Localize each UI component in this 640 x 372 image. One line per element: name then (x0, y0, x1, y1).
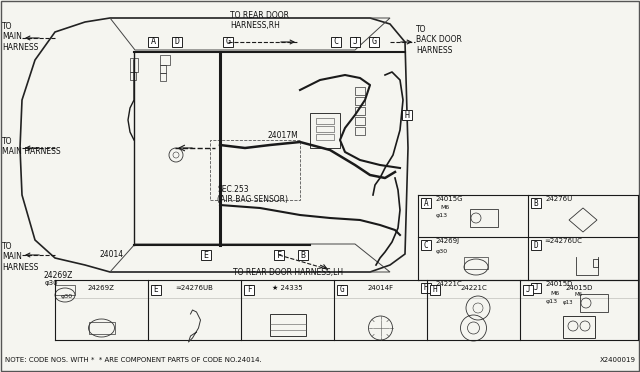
Text: D: D (175, 38, 179, 46)
Text: J: J (353, 38, 358, 46)
Text: H: H (424, 283, 428, 292)
Text: 24221C: 24221C (436, 281, 463, 287)
Bar (430, 285, 440, 295)
Bar (531, 198, 541, 208)
Text: E: E (204, 250, 209, 260)
Bar (244, 285, 254, 295)
Bar (310, 113, 340, 148)
Text: F: F (276, 250, 282, 260)
Bar (531, 283, 541, 293)
Bar (148, 37, 158, 47)
Bar (88, 322, 115, 334)
Text: ≂24276UC: ≂24276UC (544, 238, 582, 244)
Bar (421, 283, 431, 293)
Text: 24014: 24014 (100, 250, 124, 259)
Text: 24014F: 24014F (367, 285, 394, 291)
Bar (355, 127, 365, 135)
Bar (355, 107, 365, 115)
Text: M6: M6 (550, 291, 559, 296)
Text: C: C (333, 38, 339, 46)
Text: G: G (340, 285, 344, 295)
Bar (531, 240, 541, 250)
Text: D: D (534, 241, 538, 250)
Text: 24015D: 24015D (565, 285, 593, 291)
Text: 24015G: 24015G (436, 196, 463, 202)
Bar (337, 285, 347, 295)
Bar (350, 37, 360, 47)
Text: B: B (301, 250, 305, 260)
Text: M6: M6 (440, 205, 449, 210)
Text: TO
MAIN HARNESS: TO MAIN HARNESS (2, 137, 61, 156)
Bar (274, 250, 284, 260)
Text: M6: M6 (575, 292, 583, 297)
Bar (580, 294, 608, 312)
Text: 24269Z: 24269Z (88, 285, 115, 291)
Text: H: H (404, 110, 410, 119)
Bar (316, 134, 334, 140)
Text: H: H (433, 285, 437, 295)
Bar (130, 58, 138, 72)
Text: φ13: φ13 (436, 213, 448, 218)
Text: B: B (534, 199, 538, 208)
Bar (316, 126, 334, 132)
Text: φ13: φ13 (546, 299, 558, 304)
Bar (151, 285, 161, 295)
Text: 24269Z: 24269Z (44, 271, 73, 280)
Text: TO
BACK DOOR
HARNESS: TO BACK DOOR HARNESS (416, 25, 462, 55)
Bar (210, 140, 300, 200)
Text: φ30: φ30 (61, 294, 73, 299)
Text: J: J (525, 285, 531, 295)
Text: E: E (154, 285, 158, 295)
Text: J: J (534, 283, 538, 292)
Bar (369, 37, 379, 47)
Bar (55, 285, 75, 295)
Text: ★ 24335: ★ 24335 (272, 285, 303, 291)
Bar (160, 73, 166, 81)
Text: A: A (424, 199, 428, 208)
Bar (331, 37, 341, 47)
Text: X2400019: X2400019 (600, 357, 636, 363)
Text: TO
MAIN
HARNESS: TO MAIN HARNESS (2, 242, 38, 272)
Bar (523, 285, 533, 295)
Text: NOTE: CODE NOS. WITH *  * ARE COMPONENT PARTS OF CODE NO.24014.: NOTE: CODE NOS. WITH * * ARE COMPONENT P… (5, 357, 262, 363)
Text: TO
MAIN
HARNESS: TO MAIN HARNESS (2, 22, 38, 52)
Bar (563, 316, 595, 338)
Bar (172, 37, 182, 47)
Bar (160, 55, 170, 65)
Text: 24017M: 24017M (268, 131, 299, 140)
Bar (355, 87, 365, 95)
Text: 24015D: 24015D (546, 281, 573, 287)
Text: F: F (246, 285, 252, 295)
Text: 24276U: 24276U (546, 196, 573, 202)
Bar (316, 118, 334, 124)
Text: TO REAR DOOR HARNESS,LH: TO REAR DOOR HARNESS,LH (233, 268, 343, 277)
Text: G: G (225, 38, 230, 46)
Text: (AIR BAG SENSOR): (AIR BAG SENSOR) (217, 195, 288, 204)
Bar (464, 257, 488, 269)
Bar (470, 209, 498, 227)
Text: C: C (424, 241, 428, 250)
Bar (130, 72, 136, 80)
Text: 24269J: 24269J (436, 238, 460, 244)
Bar (298, 250, 308, 260)
Bar (201, 250, 211, 260)
Text: φ30: φ30 (436, 249, 448, 254)
Text: SEC.253: SEC.253 (217, 185, 248, 194)
Bar (160, 65, 166, 73)
Bar (269, 314, 305, 336)
Text: φ13: φ13 (563, 300, 573, 305)
Bar (223, 37, 233, 47)
Text: A: A (150, 38, 156, 46)
Text: 24221C: 24221C (460, 285, 487, 291)
Text: ≂24276UB: ≂24276UB (175, 285, 213, 291)
Text: φ30: φ30 (45, 280, 59, 286)
Text: TO REAR DOOR
HARNESS,RH: TO REAR DOOR HARNESS,RH (230, 10, 289, 30)
Bar (402, 110, 412, 120)
Bar (421, 240, 431, 250)
Text: G: G (371, 38, 376, 46)
Bar (421, 198, 431, 208)
Bar (355, 97, 365, 105)
Bar (355, 117, 365, 125)
